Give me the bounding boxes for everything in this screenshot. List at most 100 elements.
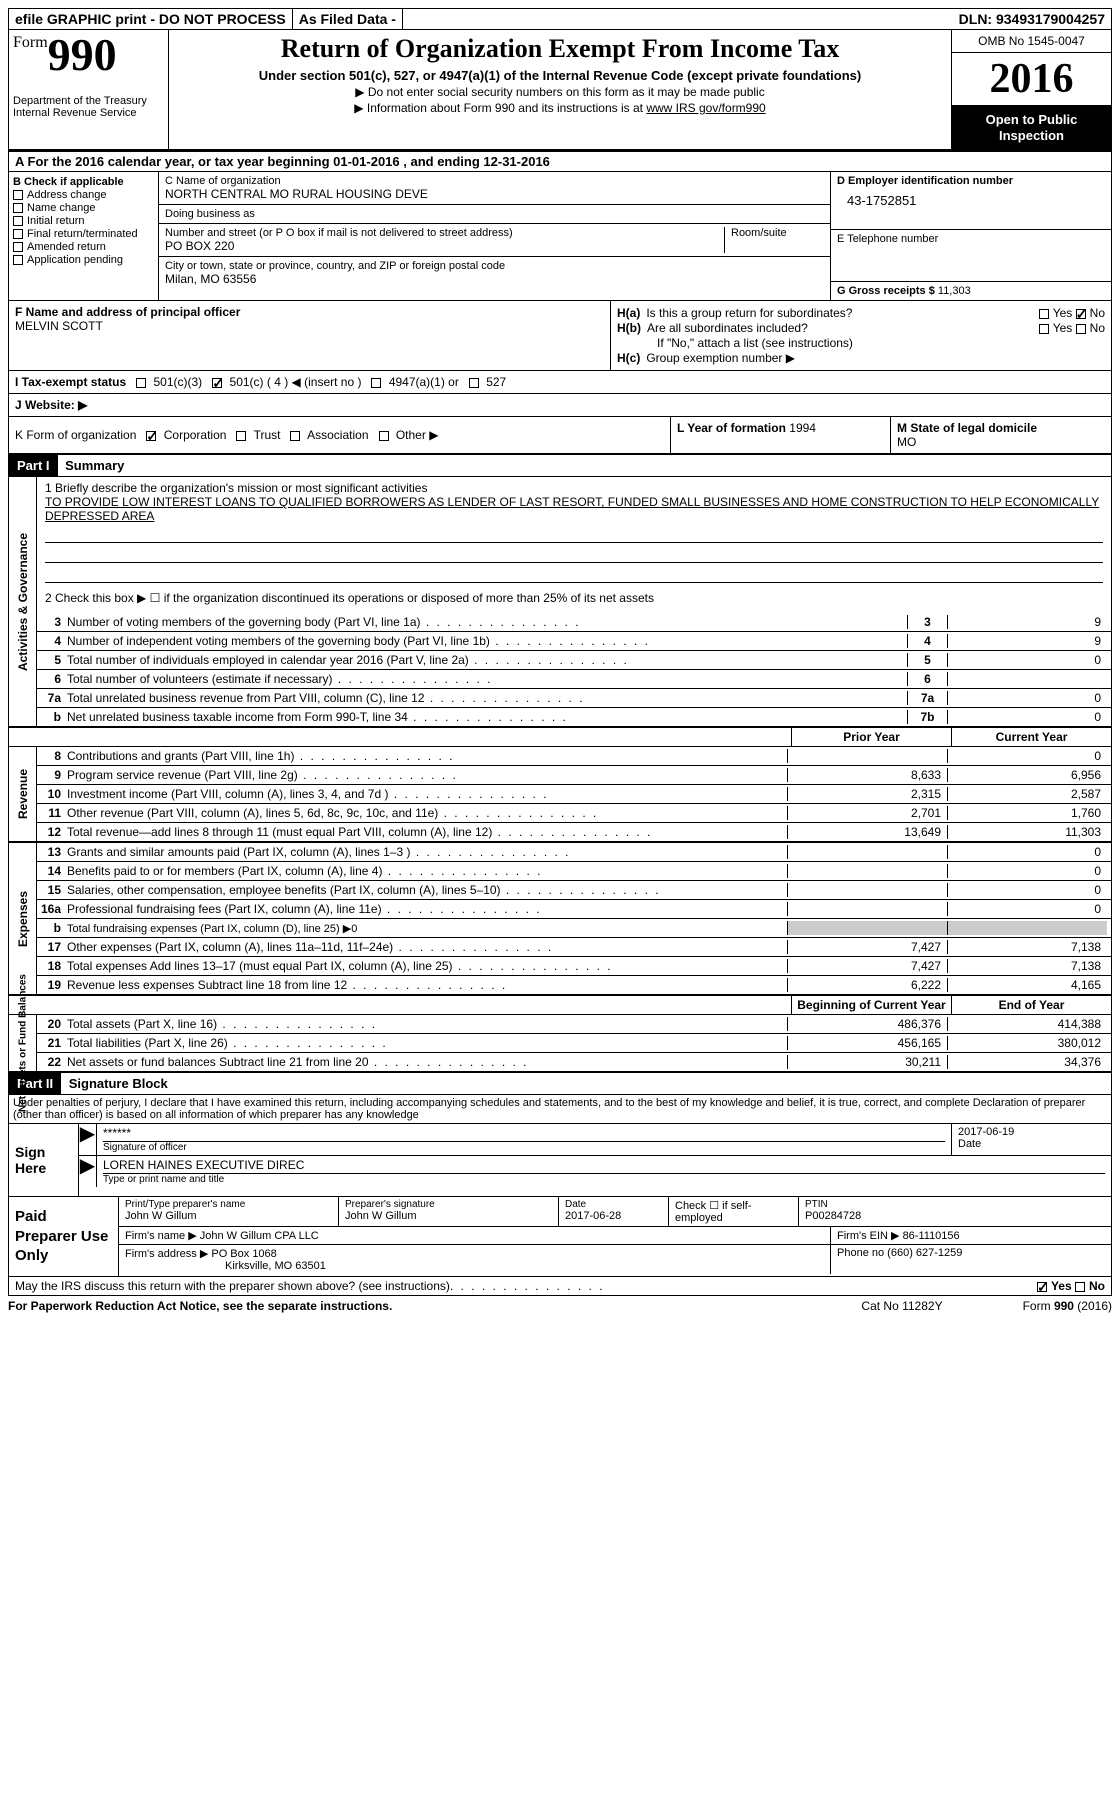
dln-label: DLN:	[959, 11, 992, 27]
check-address-change[interactable]: Address change	[13, 189, 154, 201]
end-year-header: End of Year	[951, 996, 1111, 1014]
governance-tab: Activities & Governance	[9, 477, 37, 726]
line-22: 22 Net assets or fund balances Subtract …	[37, 1053, 1111, 1071]
mission-block: 1 Briefly describe the organization's mi…	[37, 477, 1111, 613]
check-amended[interactable]: Amended return	[13, 241, 154, 253]
entity-block: B Check if applicable Address change Nam…	[8, 172, 1112, 301]
check-name-change[interactable]: Name change	[13, 202, 154, 214]
line-2: 2 Check this box ▶ ☐ if the organization…	[45, 591, 1103, 605]
ptin: P00284728	[805, 1210, 1105, 1222]
firm-ein: 86-1110156	[903, 1230, 960, 1242]
paid-preparer-block: Paid Preparer Use Only Print/Type prepar…	[8, 1197, 1112, 1277]
revenue-section: Revenue 8 Contributions and grants (Part…	[8, 747, 1112, 843]
org-name: NORTH CENTRAL MO RURAL HOUSING DEVE	[165, 187, 824, 201]
line-15: 15 Salaries, other compensation, employe…	[37, 881, 1111, 900]
governance-section: Activities & Governance 1 Briefly descri…	[8, 477, 1112, 728]
header-center: Return of Organization Exempt From Incom…	[169, 30, 951, 149]
gross-receipts: 11,303	[938, 285, 971, 297]
officer-signature: ******	[103, 1126, 945, 1142]
irs-link[interactable]: www IRS gov/form990	[646, 101, 765, 115]
dept-treasury: Department of the Treasury Internal Reve…	[13, 95, 164, 119]
check-final-return[interactable]: Final return/terminated	[13, 228, 154, 240]
self-employed-check[interactable]: Check ☐ if self-employed	[675, 1199, 792, 1224]
check-initial-return[interactable]: Initial return	[13, 215, 154, 227]
line-21: 21 Total liabilities (Part X, line 26) 4…	[37, 1034, 1111, 1053]
expenses-tab: Expenses	[9, 843, 37, 994]
k-other[interactable]	[379, 431, 389, 441]
k-trust[interactable]	[236, 431, 246, 441]
section-b: B Check if applicable Address change Nam…	[9, 172, 159, 300]
org-name-cell: C Name of organization NORTH CENTRAL MO …	[159, 172, 830, 205]
form-ref: Form 990 (2016)	[1023, 1299, 1112, 1313]
gross-receipts-cell: G Gross receipts $ 11,303	[831, 282, 1111, 300]
firm-address: PO Box 1068	[211, 1248, 276, 1260]
ein-value: 43-1752851	[837, 187, 1105, 208]
line-19: 19 Revenue less expenses Subtract line 1…	[37, 976, 1111, 994]
signature-intro: Under penalties of perjury, I declare th…	[8, 1095, 1112, 1123]
hb-no[interactable]	[1076, 324, 1086, 334]
line-11: 11 Other revenue (Part VIII, column (A),…	[37, 804, 1111, 823]
i-4947[interactable]	[371, 378, 381, 388]
street-value: PO BOX 220	[165, 239, 724, 253]
expenses-section: Expenses 13 Grants and similar amounts p…	[8, 843, 1112, 996]
i-527[interactable]	[469, 378, 479, 388]
open-inspection: Open to Public Inspection	[952, 106, 1111, 149]
row-l: L Year of formation 1994	[671, 417, 891, 453]
current-year-header: Current Year	[951, 728, 1111, 746]
city-value: Milan, MO 63556	[165, 272, 824, 286]
netassets-tab: Net Assets or Fund Balances	[9, 1015, 37, 1071]
row-m: M State of legal domicileMO	[891, 417, 1111, 453]
form-990-label: Form990	[13, 34, 164, 75]
form-number: 990	[48, 29, 117, 80]
pra-notice: For Paperwork Reduction Act Notice, see …	[8, 1299, 392, 1313]
gov-line-4: 4 Number of independent voting members o…	[37, 632, 1111, 651]
row-i: I Tax-exempt status 501(c)(3) 501(c) ( 4…	[8, 371, 1112, 394]
part1-title: Summary	[61, 458, 124, 473]
note-ssn: ▶ Do not enter social security numbers o…	[185, 85, 935, 99]
line-16a: 16a Professional fundraising fees (Part …	[37, 900, 1111, 919]
line-8: 8 Contributions and grants (Part VIII, l…	[37, 747, 1111, 766]
mission-text: TO PROVIDE LOW INTEREST LOANS TO QUALIFI…	[45, 495, 1099, 523]
asfiled-label: As Filed Data -	[293, 9, 403, 29]
street-cell: Number and street (or P O box if mail is…	[159, 224, 830, 257]
form-word: Form	[13, 34, 48, 51]
gov-line-3: 3 Number of voting members of the govern…	[37, 613, 1111, 632]
ha-yes[interactable]	[1039, 309, 1049, 319]
fh-block: F Name and address of principal officer …	[8, 301, 1112, 371]
line-9: 9 Program service revenue (Part VIII, li…	[37, 766, 1111, 785]
discuss-yes[interactable]	[1037, 1282, 1047, 1292]
section-b-title: B Check if applicable	[13, 176, 154, 188]
efile-notice: efile GRAPHIC print - DO NOT PROCESS	[9, 9, 293, 29]
preparer-name: John W Gillum	[125, 1210, 332, 1222]
i-501c[interactable]	[212, 378, 222, 388]
line-13: 13 Grants and similar amounts paid (Part…	[37, 843, 1111, 862]
line-17: 17 Other expenses (Part IX, column (A), …	[37, 938, 1111, 957]
year-column-headers: Prior Year Current Year	[9, 728, 1111, 747]
line-12: 12 Total revenue—add lines 8 through 11 …	[37, 823, 1111, 841]
omb-number: OMB No 1545-0047	[952, 30, 1111, 53]
row-j: J Website: ▶	[8, 394, 1112, 417]
preparer-date: 2017-06-28	[565, 1210, 662, 1222]
gov-line-6: 6 Total number of volunteers (estimate i…	[37, 670, 1111, 689]
firm-name: John W Gillum CPA LLC	[200, 1230, 319, 1242]
hb-yes[interactable]	[1039, 324, 1049, 334]
dba-cell: Doing business as	[159, 205, 830, 224]
part2-title: Signature Block	[65, 1076, 168, 1091]
ein-cell: D Employer identification number 43-1752…	[831, 172, 1111, 230]
section-c: C Name of organization NORTH CENTRAL MO …	[159, 172, 831, 300]
check-app-pending[interactable]: Application pending	[13, 254, 154, 266]
k-assoc[interactable]	[290, 431, 300, 441]
k-corp[interactable]	[146, 431, 156, 441]
cat-no: Cat No 11282Y	[861, 1299, 942, 1313]
phone-cell: E Telephone number	[831, 230, 1111, 282]
discuss-no[interactable]	[1075, 1282, 1085, 1292]
officer-name: MELVIN SCOTT	[15, 319, 604, 333]
ha-no[interactable]	[1076, 309, 1086, 319]
header-right: OMB No 1545-0047 2016 Open to Public Ins…	[951, 30, 1111, 149]
irs-discuss-row: May the IRS discuss this return with the…	[8, 1277, 1112, 1296]
i-501c3[interactable]	[136, 378, 146, 388]
revenue-tab: Revenue	[9, 747, 37, 841]
part1-tag: Part I	[9, 455, 58, 476]
beginning-year-header: Beginning of Current Year	[791, 996, 951, 1014]
top-bar: efile GRAPHIC print - DO NOT PROCESS As …	[8, 8, 1112, 30]
